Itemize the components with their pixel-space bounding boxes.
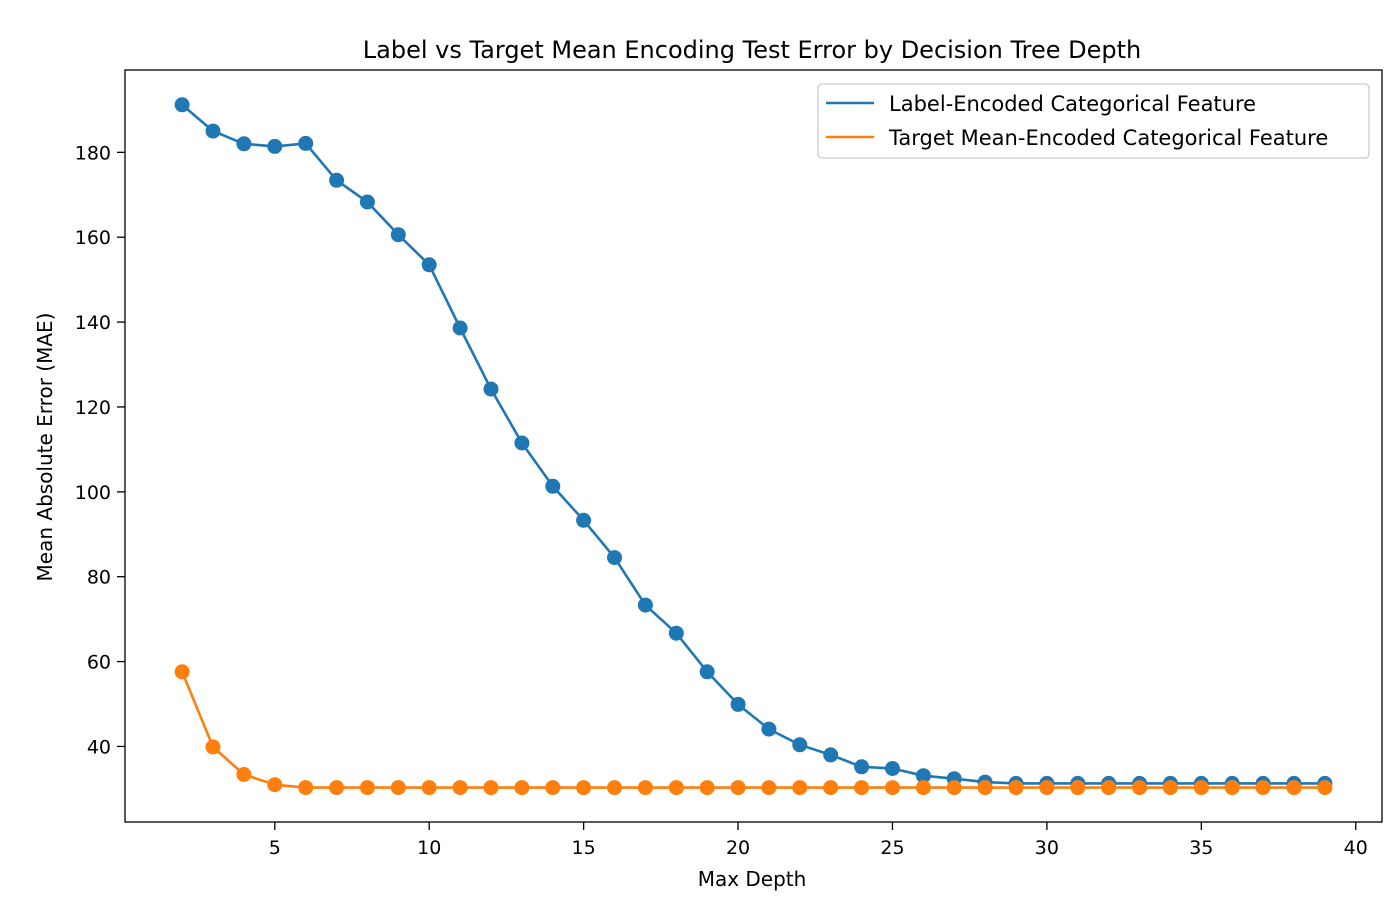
y-tick-label: 100 xyxy=(75,482,111,504)
data-point xyxy=(205,739,221,755)
plot-area xyxy=(174,97,1333,796)
series-1 xyxy=(174,97,1333,791)
series-line xyxy=(181,103,1325,785)
data-point xyxy=(915,780,931,796)
data-point xyxy=(915,768,931,784)
data-point xyxy=(421,780,437,796)
data-point xyxy=(329,780,345,796)
data-point xyxy=(637,780,653,796)
data-point xyxy=(267,138,283,154)
data-point xyxy=(421,257,437,273)
x-tick-label: 15 xyxy=(572,837,596,859)
y-tick-label: 140 xyxy=(75,312,111,334)
data-point xyxy=(607,780,622,796)
data-point xyxy=(668,625,684,641)
data-point xyxy=(823,780,839,796)
data-point xyxy=(668,780,684,796)
data-point xyxy=(730,696,746,712)
axes-frame xyxy=(124,69,1383,823)
data-point xyxy=(359,194,375,210)
data-point xyxy=(1132,780,1148,796)
chart-title: Label vs Target Mean Encoding Test Error… xyxy=(363,36,1141,64)
data-point xyxy=(792,737,808,753)
data-point xyxy=(545,780,561,796)
data-point xyxy=(946,780,962,796)
data-point xyxy=(730,780,746,796)
x-axis-label: Max Depth xyxy=(698,867,807,891)
data-point xyxy=(298,135,314,151)
legend-box xyxy=(817,83,1370,159)
y-tick-label: 180 xyxy=(75,142,111,164)
data-point xyxy=(1070,780,1086,796)
data-point xyxy=(236,136,252,152)
data-point xyxy=(761,780,777,796)
data-point xyxy=(545,478,561,494)
data-point xyxy=(514,780,530,796)
data-point xyxy=(576,780,592,796)
x-tick-label: 25 xyxy=(880,837,904,859)
data-point xyxy=(483,780,499,796)
series-line xyxy=(180,671,1325,789)
data-point xyxy=(854,780,870,796)
data-point xyxy=(1255,780,1271,796)
data-point xyxy=(452,780,468,796)
axes: 5 10 15 20 25 30 35 40 40 60 80 100 120 140 160 180 xyxy=(75,69,1383,859)
y-tick-label: 80 xyxy=(87,567,111,589)
data-point xyxy=(977,780,993,796)
y-tick-label: 40 xyxy=(87,736,111,758)
data-point xyxy=(483,381,499,397)
data-point xyxy=(1317,780,1333,796)
data-point xyxy=(761,721,777,737)
data-point xyxy=(1162,780,1178,796)
data-point xyxy=(359,780,375,796)
x-tick-label: 35 xyxy=(1189,837,1213,859)
data-point xyxy=(885,761,900,776)
data-point xyxy=(699,780,715,796)
y-axis-label: Mean Absolute Error (MAE) xyxy=(33,313,57,582)
data-point xyxy=(452,320,468,336)
x-tick-label: 30 xyxy=(1035,837,1059,859)
data-point xyxy=(1008,780,1024,796)
data-point xyxy=(1193,780,1209,796)
x-tick-label: 20 xyxy=(726,837,750,859)
data-point xyxy=(1101,780,1117,796)
data-point xyxy=(267,777,283,793)
y-tick-label: 60 xyxy=(87,652,111,674)
data-point xyxy=(236,767,252,782)
x-tick-label: 10 xyxy=(417,837,441,859)
x-tick-label: 5 xyxy=(269,837,281,859)
data-point xyxy=(1224,780,1240,796)
y-tick-label: 120 xyxy=(75,397,111,419)
legend-entry: Label-Encoded Categorical Feature xyxy=(889,92,1256,116)
data-point xyxy=(1286,780,1302,796)
data-point xyxy=(174,664,190,680)
data-point xyxy=(576,512,592,528)
data-point xyxy=(792,780,808,796)
data-point xyxy=(390,780,406,796)
data-point xyxy=(854,759,870,775)
data-point xyxy=(637,597,653,613)
data-point xyxy=(514,435,530,451)
data-point xyxy=(699,664,715,680)
legend: Label-Encoded Categorical Feature Target … xyxy=(817,83,1370,159)
data-point xyxy=(329,172,345,188)
series-2 xyxy=(174,664,1333,796)
y-tick-label: 160 xyxy=(75,227,111,249)
legend-entry: Target Mean-Encoded Categorical Feature xyxy=(888,126,1328,150)
x-tick-label: 40 xyxy=(1344,837,1368,859)
data-point xyxy=(823,747,839,763)
data-point xyxy=(607,550,622,566)
data-point xyxy=(1039,780,1055,796)
data-point xyxy=(205,123,221,139)
data-point xyxy=(390,227,406,243)
data-point xyxy=(298,780,314,796)
data-point xyxy=(174,97,190,113)
data-point xyxy=(885,780,900,796)
